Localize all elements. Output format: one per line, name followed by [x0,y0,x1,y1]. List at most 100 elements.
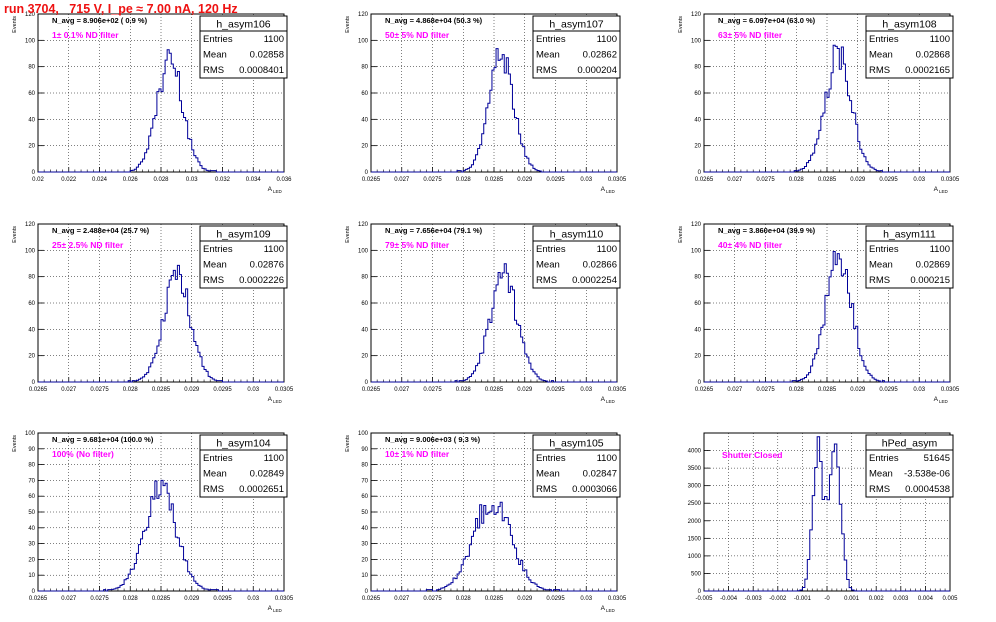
x-tick-label: 0.03 [913,387,925,393]
y-tick-label: 0 [365,380,369,386]
stats-value: 1100 [597,453,617,464]
stats-key: Entries [536,453,566,464]
histogram-line-h_asym109 [38,264,284,383]
x-tick-label: 0.0275 [423,177,442,183]
x-tick-label: 0.027 [727,387,743,393]
filter-label: 40± 4% ND filter [718,240,783,250]
stats-title: h_asym104 [216,438,270,450]
x-tick-label: 0.0295 [879,177,898,183]
stats-key: Entries [536,244,566,255]
x-axis-label-subscript: LED [606,189,616,194]
y-tick-label: 20 [28,144,35,150]
y-axis-label: Events [345,226,351,243]
stats-key: Entries [869,244,899,255]
stats-key: Entries [203,244,233,255]
x-tick-label: 0.0305 [941,387,960,393]
x-tick-label: 0.0305 [608,177,627,183]
stats-value: 1100 [930,34,950,45]
histogram-panel-h_asym110: 0.0265 0.027 0.0275 0.028 0.0285 0.029 0.0295 0… [345,222,627,404]
histogram-line-h_asym107 [371,48,617,173]
x-tick-label: 0.0265 [29,387,48,393]
histogram-panel-h_asym109: 0.0265 0.027 0.0275 0.028 0.0285 0.029 0.0295 0… [12,222,294,404]
y-tick-label: 120 [25,222,36,228]
histogram-line-h_asym111 [704,251,950,383]
y-tick-label: 100 [25,38,36,44]
stats-box [865,15,954,79]
avg-label: N_avg = 4.868e+04 (50.3 %) [385,16,483,25]
stats-title: h_asym107 [549,19,603,31]
x-tick-label: 0.0265 [362,177,381,183]
y-tick-label: 40 [361,117,368,123]
y-tick-label: 20 [694,144,701,150]
y-axis-label: Events [678,16,684,33]
x-tick-label: 0.028 [123,387,139,393]
y-tick-label: 20 [694,354,701,360]
histogram-line-h_asym110 [371,263,617,383]
y-tick-label: 70 [361,478,368,484]
x-tick-label: 0.028 [456,387,472,393]
x-tick-label: 0.004 [918,596,934,602]
stats-value: 0.0002651 [239,484,284,495]
x-axis-label: A [601,396,606,403]
x-tick-label: 0.0285 [485,596,504,602]
x-tick-label: 0.029 [517,177,533,183]
histogram-line-h_asym106 [38,49,284,173]
x-axis-label: A [268,396,273,403]
y-tick-label: 2000 [688,519,702,525]
stats-value: 1100 [264,34,284,45]
stats-value: 0.0002226 [239,275,284,286]
y-tick-label: 120 [691,222,702,228]
y-tick-label: 120 [691,12,702,18]
x-tick-label: 0.0305 [608,596,627,602]
avg-label: N_avg = 2.488e+04 (25.7 %) [52,226,150,235]
x-axis-label: A [268,605,273,612]
stats-value: 1100 [597,34,617,45]
stats-key: Mean [869,50,893,61]
histogram-line-h_asym108 [704,44,950,173]
x-tick-label: 0.002 [869,596,885,602]
x-tick-label: 0.027 [61,596,77,602]
stats-box [199,434,288,498]
stats-title: h_asym109 [216,229,270,241]
x-tick-label: 0.029 [184,596,200,602]
y-tick-label: 1500 [688,536,702,542]
y-tick-label: 100 [691,38,702,44]
stats-key: Mean [536,469,560,480]
x-tick-label: 0.0265 [695,387,714,393]
avg-label: N_avg = 9.006e+03 ( 9.3 %) [385,435,481,444]
x-tick-label: 0.0305 [275,596,294,602]
histogram-panel-hPed_asym: -0.005 -0.004 -0.003 -0.002 -0.001 -0 0.001 0.0… [688,432,958,602]
x-tick-label: 0.0305 [941,177,960,183]
stats-value: 0.02858 [250,50,284,61]
stats-key: Mean [203,260,227,271]
x-tick-label: 0.0295 [546,596,565,602]
y-tick-label: 0 [32,170,36,176]
x-tick-label: 0.0285 [818,177,837,183]
y-tick-label: 60 [694,301,701,307]
stats-value: 0.02866 [583,260,617,271]
stats-key: Mean [536,50,560,61]
x-axis-label-subscript: LED [606,399,616,404]
x-axis-label: A [601,186,606,193]
stats-value: 1100 [264,244,284,255]
x-tick-label: 0.0295 [213,596,232,602]
x-tick-label: 0.0295 [546,387,565,393]
y-tick-label: 60 [694,91,701,97]
x-tick-label: 0.034 [246,177,262,183]
stats-value: 0.000204 [577,65,617,76]
x-axis-label: A [934,396,939,403]
filter-label: Shutter Closed [722,450,782,460]
y-tick-label: 60 [361,91,368,97]
filter-label: 1± 0.1% ND filter [52,30,119,40]
x-tick-label: 0.028 [456,177,472,183]
y-axis-label: Events [12,435,18,452]
x-axis-label-subscript: LED [606,608,616,613]
x-tick-label: 0.0285 [152,596,171,602]
x-tick-label: 0.027 [394,596,410,602]
x-tick-label: 0.0285 [485,387,504,393]
y-tick-label: 10 [361,573,368,579]
stats-value: 0.02868 [916,50,950,61]
filter-label: 25± 2.5% ND filter [52,240,124,250]
y-tick-label: 80 [694,65,701,71]
stats-box [865,225,954,289]
